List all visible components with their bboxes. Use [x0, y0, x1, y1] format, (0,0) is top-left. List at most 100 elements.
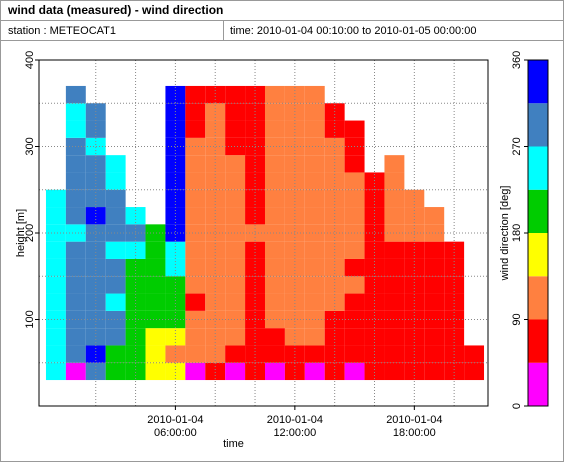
cell: [205, 207, 226, 225]
cell: [65, 103, 86, 121]
colorbar-bin: [528, 103, 548, 147]
cell: [205, 293, 226, 311]
cell: [324, 155, 345, 173]
cell: [324, 207, 345, 225]
cell: [344, 172, 365, 190]
cell: [105, 207, 126, 225]
cell: [364, 276, 385, 294]
cell: [85, 241, 106, 259]
cell: [65, 172, 86, 190]
cell: [404, 362, 425, 381]
cell: [364, 293, 385, 311]
cell: [404, 293, 425, 311]
cell: [225, 224, 246, 242]
time-range: time: 2010-01-04 00:10:00 to 2010-01-05 …: [230, 25, 476, 37]
colorbar-bin: [528, 362, 548, 406]
cell: [344, 120, 365, 138]
x-tick-label: 2010-01-04 12:00:00: [267, 414, 323, 439]
cell: [344, 155, 365, 173]
cell: [45, 189, 66, 208]
cell: [165, 137, 186, 156]
heatmap: [45, 85, 485, 381]
cell: [65, 85, 86, 104]
cell: [444, 310, 465, 329]
cell: [165, 224, 186, 242]
cell: [384, 310, 405, 329]
cell: [384, 189, 405, 208]
cell: [65, 328, 86, 346]
cell: [185, 293, 206, 311]
cell: [444, 276, 465, 294]
cell: [245, 85, 265, 104]
cell: [145, 224, 166, 242]
cell: [264, 207, 285, 225]
colorbar-label: wind direction [deg]: [499, 186, 511, 282]
cell: [145, 293, 166, 311]
cell: [65, 189, 86, 208]
cell: [284, 207, 305, 225]
cell: [264, 224, 285, 242]
cell: [45, 207, 66, 225]
cell: [245, 172, 265, 190]
cell: [165, 172, 186, 190]
cell: [304, 189, 325, 208]
cell: [304, 328, 325, 346]
cell: [344, 362, 365, 381]
cell: [225, 137, 246, 156]
cell: [185, 258, 206, 277]
cell: [464, 345, 485, 363]
cell: [185, 189, 206, 208]
station: station : METEOCAT1: [8, 25, 116, 37]
cell: [105, 189, 126, 208]
y-tick-label: 200: [24, 224, 36, 242]
cell: [264, 155, 285, 173]
cell: [264, 85, 285, 104]
cell: [304, 345, 325, 363]
cell: [245, 241, 265, 259]
cell: [165, 362, 186, 381]
cell: [185, 85, 206, 104]
cell: [304, 241, 325, 259]
cell: [105, 293, 126, 311]
cell: [145, 328, 166, 346]
cell: [324, 172, 345, 190]
cell: [464, 362, 485, 381]
cell: [304, 362, 325, 381]
cell: [145, 310, 166, 329]
cell: [205, 137, 226, 156]
cell: [205, 155, 226, 173]
cell: [65, 345, 86, 363]
cell: [284, 293, 305, 311]
cell: [125, 362, 146, 381]
cell: [384, 293, 405, 311]
cell: [145, 345, 166, 363]
cell: [364, 310, 385, 329]
cell: [245, 155, 265, 173]
cell: [264, 258, 285, 277]
cell: [225, 189, 246, 208]
cell: [185, 172, 206, 190]
cell: [245, 362, 265, 381]
cell: [404, 207, 425, 225]
cell: [424, 293, 445, 311]
cell: [304, 276, 325, 294]
cell: [424, 345, 445, 363]
cell: [145, 276, 166, 294]
cell: [304, 137, 325, 156]
cell: [185, 207, 206, 225]
cell: [264, 276, 285, 294]
cell: [65, 362, 86, 381]
cell: [185, 155, 206, 173]
cell: [444, 293, 465, 311]
cell: [45, 362, 66, 381]
cell: [344, 276, 365, 294]
cell: [105, 224, 126, 242]
cell: [65, 207, 86, 225]
cell: [384, 224, 405, 242]
cell: [225, 85, 246, 104]
cell: [225, 172, 246, 190]
cell: [404, 276, 425, 294]
cell: [324, 310, 345, 329]
cell: [205, 241, 226, 259]
cell: [384, 258, 405, 277]
